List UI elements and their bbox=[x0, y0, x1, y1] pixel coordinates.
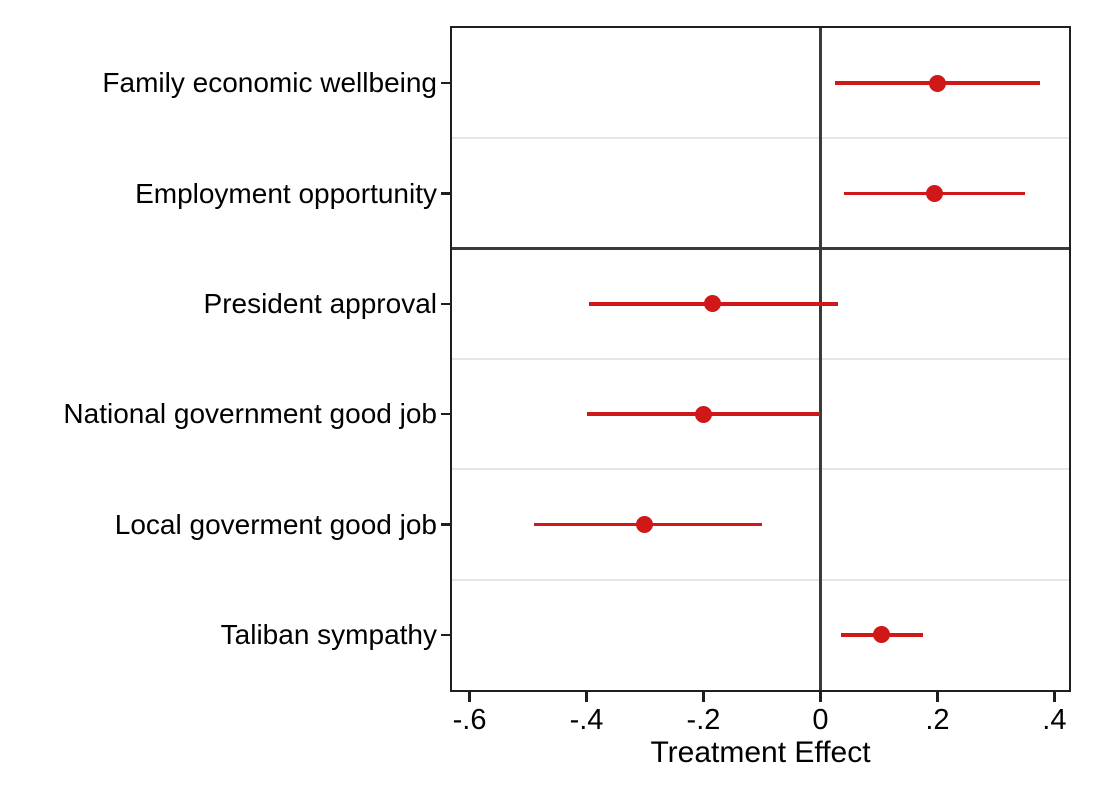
y-axis-tick bbox=[441, 302, 452, 305]
category-label: Employment opportunity bbox=[135, 177, 437, 209]
x-axis-title: Treatment Effect bbox=[650, 736, 871, 769]
point-estimate-dot bbox=[928, 74, 946, 92]
category-label: Family economic wellbeing bbox=[102, 67, 437, 99]
x-axis-tick bbox=[1053, 690, 1056, 702]
y-axis-tick bbox=[441, 633, 452, 636]
x-axis-tick-label: -.2 bbox=[686, 704, 721, 736]
point-estimate-dot bbox=[703, 295, 721, 313]
y-axis-tick bbox=[441, 523, 452, 526]
x-axis-tick bbox=[702, 690, 705, 702]
plot-area-border bbox=[450, 26, 1071, 692]
x-axis-tick-label: 0 bbox=[812, 704, 829, 736]
x-axis-tick-label: .2 bbox=[925, 704, 950, 736]
point-estimate-dot bbox=[694, 405, 712, 423]
row-gridline bbox=[452, 578, 1069, 581]
point-estimate-dot bbox=[873, 626, 891, 644]
x-axis-tick bbox=[585, 690, 588, 702]
group-separator-line bbox=[452, 247, 1069, 251]
zero-reference-line bbox=[819, 28, 822, 690]
point-estimate-dot bbox=[636, 516, 654, 533]
category-label: Local goverment good job bbox=[114, 508, 437, 540]
y-axis-tick bbox=[441, 82, 452, 85]
row-gridline bbox=[452, 357, 1069, 361]
x-axis-tick bbox=[468, 690, 471, 702]
x-axis-tick-label: -.6 bbox=[452, 704, 487, 736]
x-axis-tick bbox=[936, 690, 939, 702]
x-axis-tick bbox=[819, 690, 822, 702]
y-axis-tick bbox=[441, 192, 452, 195]
category-label: National government good job bbox=[63, 398, 437, 430]
row-gridline bbox=[452, 468, 1069, 471]
row-gridline bbox=[452, 137, 1069, 140]
category-label: President approval bbox=[203, 287, 437, 319]
category-label: Taliban sympathy bbox=[220, 618, 437, 650]
point-estimate-dot bbox=[925, 185, 943, 202]
x-axis-tick-label: .4 bbox=[1042, 704, 1067, 736]
y-axis-tick bbox=[441, 413, 452, 416]
x-axis-tick-label: -.4 bbox=[569, 704, 604, 736]
